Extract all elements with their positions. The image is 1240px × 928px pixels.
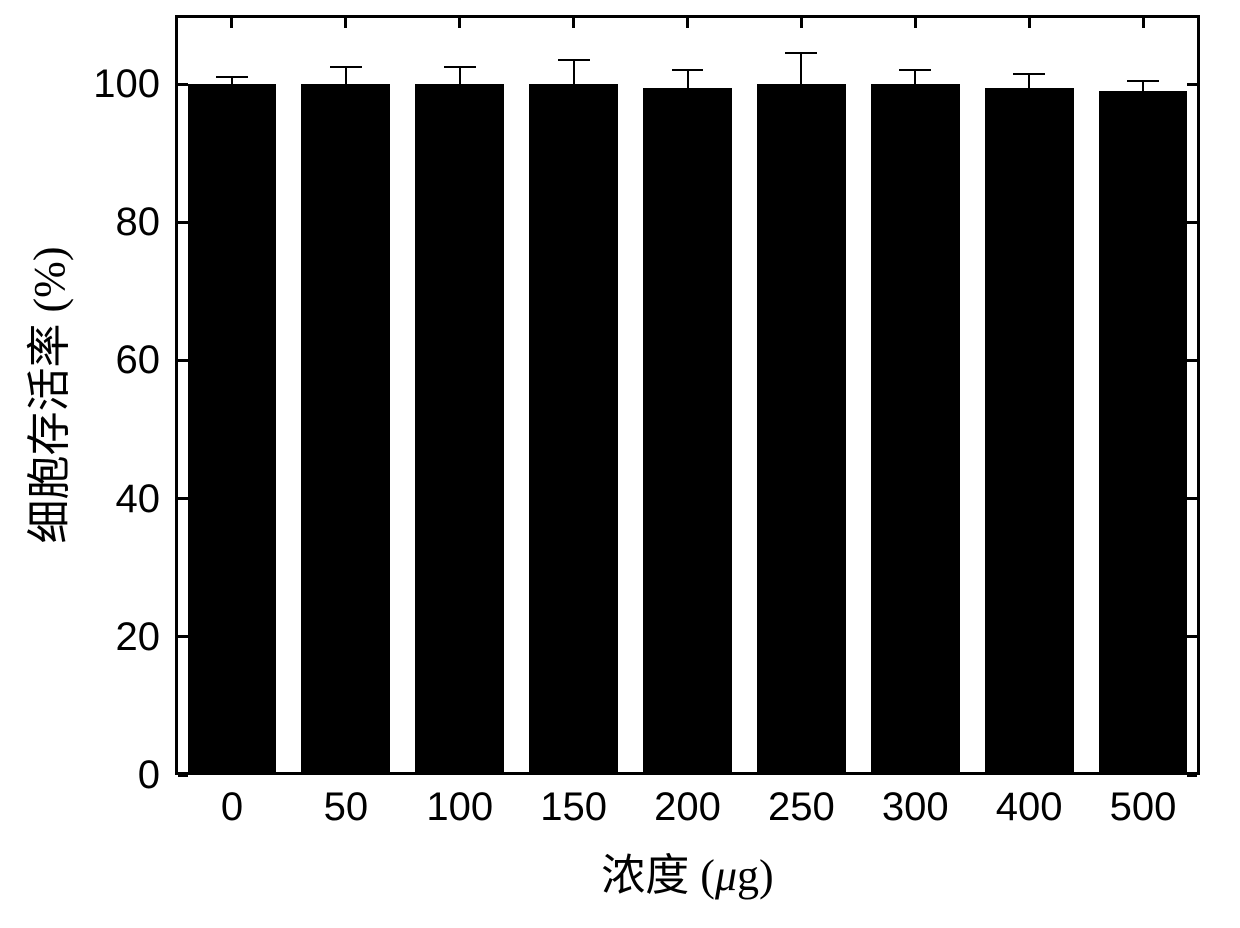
- y-tick-left: [178, 774, 188, 777]
- y-tick-label: 0: [0, 755, 160, 795]
- bar: [415, 84, 504, 775]
- x-tick-label: 400: [996, 787, 1063, 827]
- y-tick-left: [178, 221, 188, 224]
- x-tick-label: 150: [540, 787, 607, 827]
- y-tick-right: [1187, 774, 1197, 777]
- error-cap: [444, 66, 476, 68]
- x-tick-top: [344, 18, 347, 28]
- y-tick-left: [178, 497, 188, 500]
- error-cap: [330, 66, 362, 68]
- y-tick-right: [1187, 83, 1197, 86]
- error-whisker: [573, 60, 575, 84]
- error-whisker: [459, 67, 461, 84]
- y-tick-label: 80: [0, 202, 160, 242]
- x-tick-label: 300: [882, 787, 949, 827]
- bar: [301, 84, 390, 775]
- error-whisker: [345, 67, 347, 84]
- error-cap: [1013, 73, 1045, 75]
- x-tick-top: [1028, 18, 1031, 28]
- x-axis-label: 浓度 (μg): [601, 839, 773, 903]
- x-tick-label: 200: [654, 787, 721, 827]
- x-tick-label: 50: [324, 787, 369, 827]
- x-axis-label-mu: μ: [715, 851, 737, 900]
- bar: [757, 84, 846, 775]
- error-cap: [899, 69, 931, 71]
- y-tick-label: 60: [0, 340, 160, 380]
- y-tick-label: 100: [0, 64, 160, 104]
- bar: [985, 88, 1074, 775]
- y-tick-label: 40: [0, 479, 160, 519]
- error-cap: [672, 69, 704, 71]
- bar: [643, 88, 732, 775]
- x-tick-top: [1142, 18, 1145, 28]
- error-whisker: [800, 53, 802, 84]
- x-axis-label-suffix: g): [737, 851, 774, 900]
- error-cap: [558, 59, 590, 61]
- bar: [871, 84, 960, 775]
- y-tick-right: [1187, 359, 1197, 362]
- y-tick-left: [178, 359, 188, 362]
- y-tick-right: [1187, 635, 1197, 638]
- y-tick-right: [1187, 497, 1197, 500]
- error-whisker: [1142, 81, 1144, 91]
- bar: [1099, 91, 1188, 775]
- error-cap: [1127, 80, 1159, 82]
- x-tick-top: [572, 18, 575, 28]
- y-tick-right: [1187, 221, 1197, 224]
- error-whisker: [687, 70, 689, 87]
- error-whisker: [231, 77, 233, 84]
- x-tick-top: [686, 18, 689, 28]
- chart-container: 细胞存活率 (%) 浓度 (μg) 0204060801000501001502…: [0, 0, 1240, 928]
- x-tick-label: 250: [768, 787, 835, 827]
- error-cap: [216, 76, 248, 78]
- error-cap: [785, 52, 817, 54]
- y-axis-line-right: [1197, 15, 1200, 775]
- y-tick-left: [178, 83, 188, 86]
- x-tick-label: 500: [1110, 787, 1177, 827]
- x-tick-top: [914, 18, 917, 28]
- bar: [188, 84, 277, 775]
- x-tick-label: 0: [221, 787, 243, 827]
- x-tick-top: [230, 18, 233, 28]
- error-whisker: [1028, 74, 1030, 88]
- x-tick-top: [800, 18, 803, 28]
- x-tick-top: [458, 18, 461, 28]
- y-tick-left: [178, 635, 188, 638]
- bar: [529, 84, 618, 775]
- y-tick-label: 20: [0, 617, 160, 657]
- y-axis-line-left: [175, 15, 178, 775]
- x-axis-label-prefix: 浓度 (: [601, 851, 715, 900]
- x-tick-label: 100: [426, 787, 493, 827]
- error-whisker: [914, 70, 916, 84]
